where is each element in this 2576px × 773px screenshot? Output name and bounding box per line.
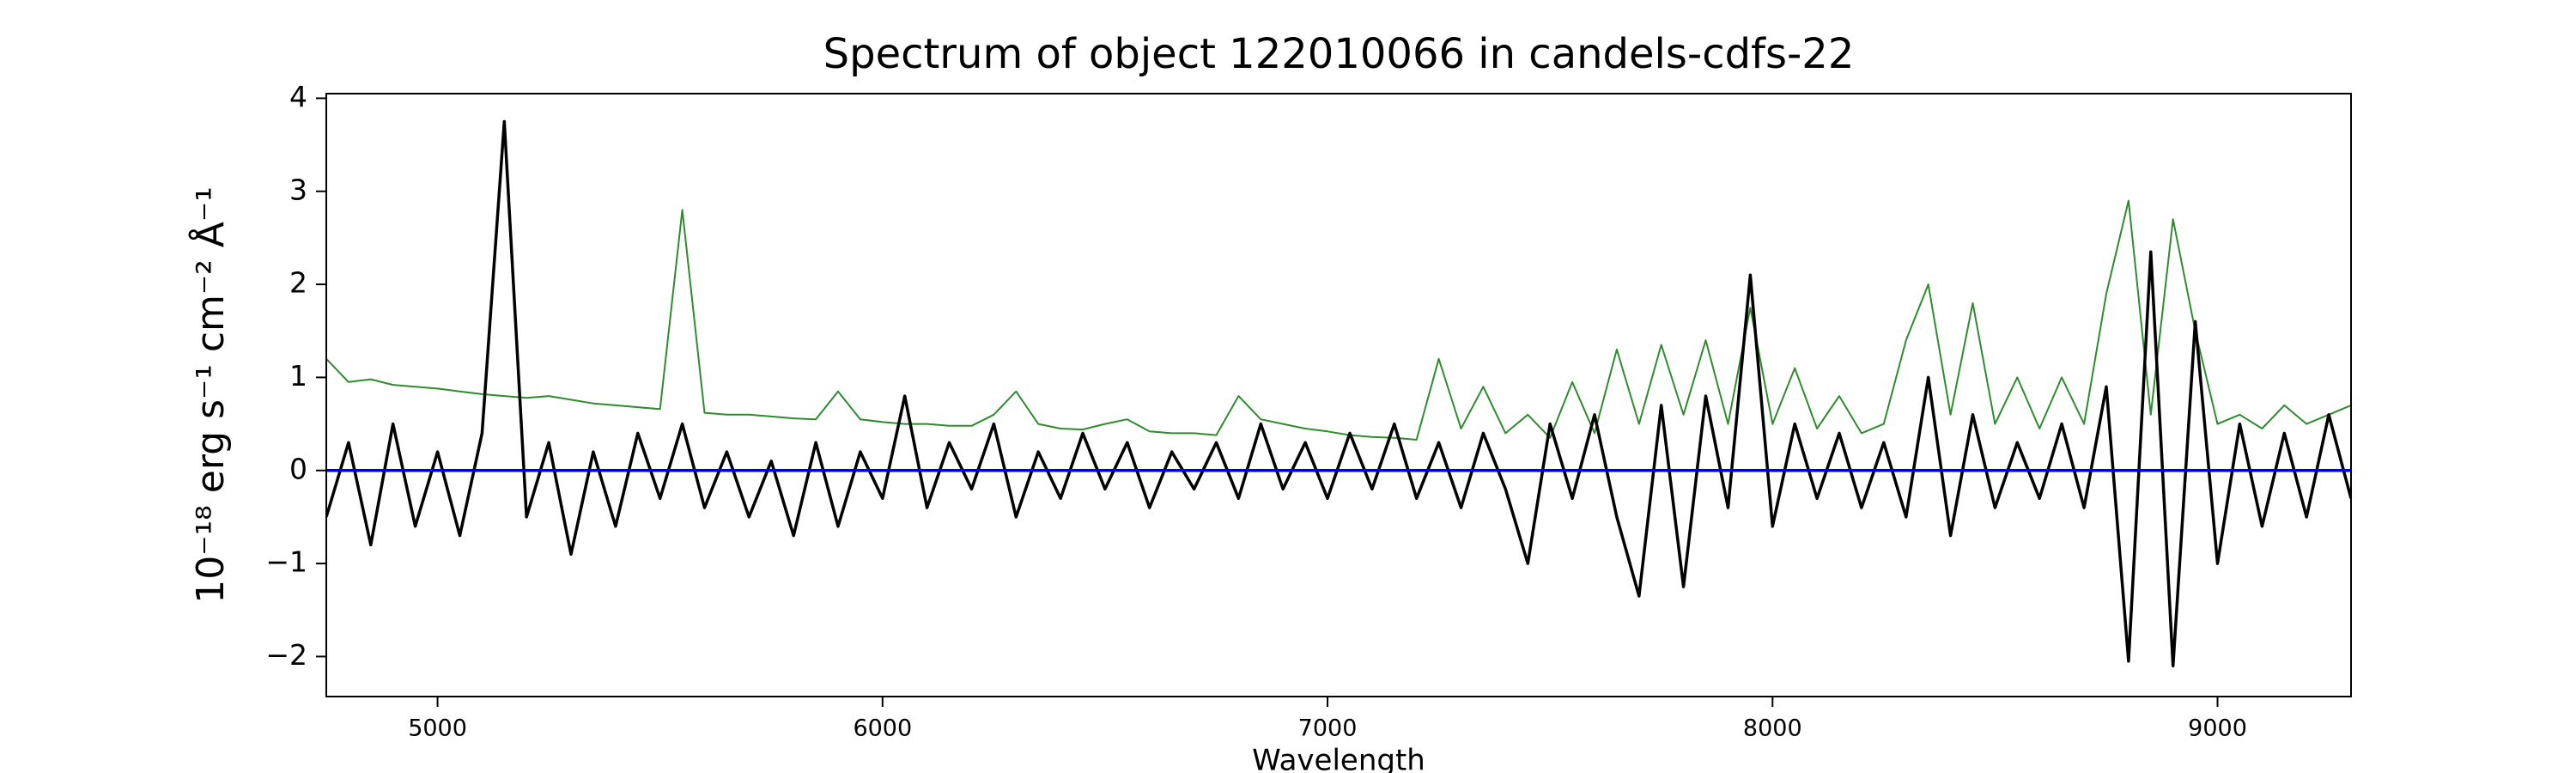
x-tick-label: 9000 (2188, 715, 2247, 742)
chart-title: Spectrum of object 122010066 in candels-… (823, 30, 1855, 78)
x-axis-label: Wavelength (1252, 744, 1425, 773)
y-tick-label: 2 (289, 266, 307, 300)
y-axis-label: 10⁻¹⁸ erg s⁻¹ cm⁻² Å⁻¹ (187, 186, 233, 603)
y-tick-label: −1 (265, 545, 307, 579)
x-tick-label: 6000 (853, 715, 912, 742)
x-tick-label: 7000 (1298, 715, 1358, 742)
y-tick-label: 0 (289, 452, 307, 485)
y-tick-label: 4 (289, 80, 307, 113)
x-tick-label: 5000 (408, 715, 467, 742)
y-tick-label: 3 (289, 173, 307, 206)
y-tick-label: −2 (265, 638, 307, 672)
x-tick-label: 8000 (1743, 715, 1802, 742)
y-tick-label: 1 (289, 359, 307, 393)
series-line (326, 199, 2351, 441)
plot-frame (325, 93, 2352, 697)
series-line (326, 119, 2351, 668)
